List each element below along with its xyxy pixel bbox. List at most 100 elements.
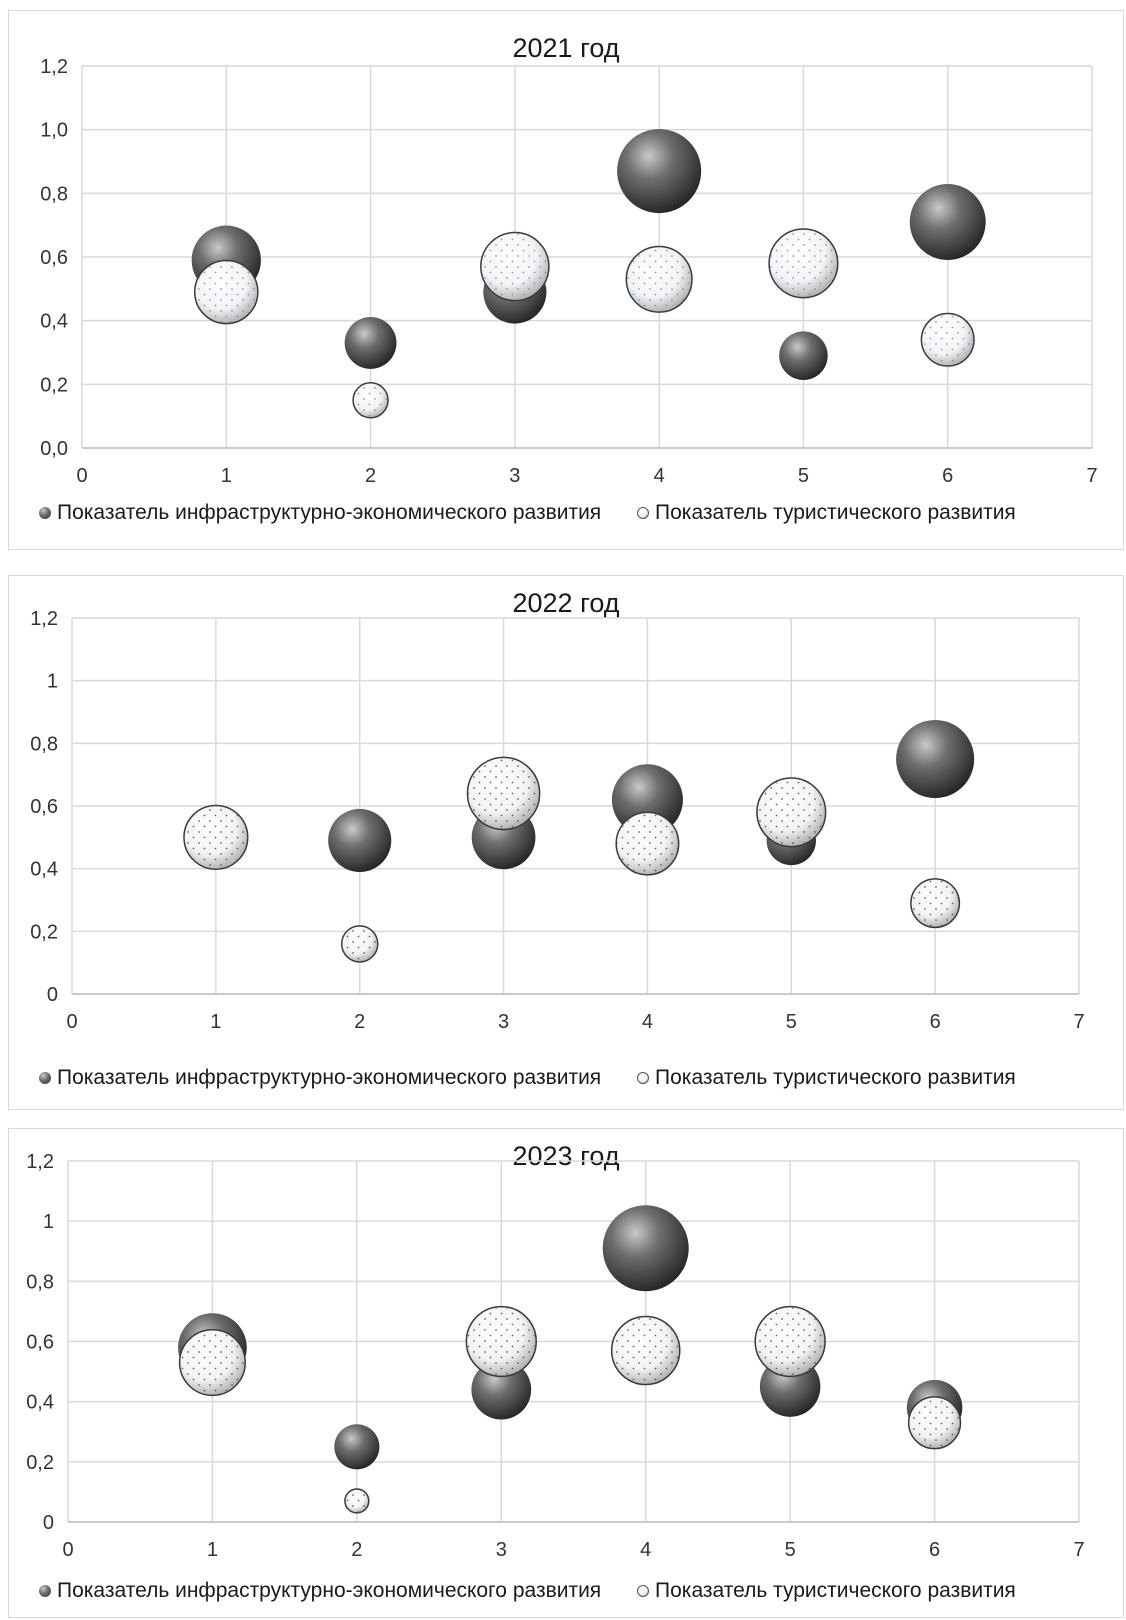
bubble-tourism-texture	[909, 1397, 960, 1448]
x-tick-label: 1	[210, 1011, 221, 1033]
bubble-infrastructure	[779, 331, 828, 380]
x-tick-label: 2	[351, 1539, 362, 1561]
y-tick-label: 0,6	[26, 1332, 54, 1354]
chart-panel-2022: 2022 год 0 0,2 0,4 0,6 0,8 1 1,2 0 1 2 3 4 5 6 7 Показ…	[8, 575, 1124, 1110]
legend-item-infra: Показатель инфраструктурно-экономическог…	[39, 1579, 601, 1603]
legend-item-tourism: Показатель туристического развития	[637, 501, 1016, 525]
legend-label: Показатель инфраструктурно-экономическог…	[57, 1579, 602, 1602]
y-tick-label: 0,4	[26, 1392, 54, 1414]
bubble-chart-2022: 0 0,2 0,4 0,6 0,8 1 1,2 0 1 2 3 4 5 6 7	[30, 608, 1084, 1033]
y-tick-label: 0,8	[26, 1271, 54, 1293]
legend-label: Показатель туристического развития	[655, 501, 1016, 524]
y-tick-label: 1,2	[30, 608, 58, 630]
legend-item-tourism: Показатель туристического развития	[637, 1579, 1016, 1603]
bubble-infrastructure	[334, 1424, 380, 1470]
chart-panel-2021: 2021 год 0,0 0,2 0,4 0,6 0,8 1,0 1,2 0 1 2 3 4 5 6 7 П…	[8, 10, 1124, 550]
y-tick-label: 0,4	[40, 311, 68, 333]
y-tick-label: 1,2	[26, 1151, 54, 1173]
x-tick-label: 2	[365, 465, 376, 487]
y-tick-label: 0,6	[40, 247, 68, 269]
x-tick-label: 5	[786, 1011, 797, 1033]
y-tick-label: 0	[47, 984, 58, 1006]
bubble-tourism-texture	[770, 230, 837, 297]
legend-marker-dark	[39, 1072, 51, 1084]
bubble-tourism-texture	[612, 1317, 679, 1384]
x-tick-label: 0	[76, 465, 87, 487]
x-tick-label: 6	[930, 1011, 941, 1033]
legend-label: Показатель туристического развития	[655, 1579, 1016, 1602]
chart-title: 2021 год	[512, 33, 620, 63]
chart-title: 2023 год	[512, 1141, 620, 1171]
x-tick-label: 7	[1086, 465, 1097, 487]
bubble-tourism-texture	[757, 778, 825, 846]
bubble-tourism-texture	[627, 247, 691, 312]
x-tick-label: 2	[354, 1011, 365, 1033]
bubble-tourism-texture	[354, 383, 388, 417]
bubble-tourism-texture	[756, 1307, 825, 1376]
x-tick-label: 6	[942, 465, 953, 487]
x-tick-label: 7	[1073, 1539, 1084, 1561]
y-tick-label: 0,8	[40, 183, 68, 205]
legend-marker-light	[637, 507, 650, 519]
y-tick-label: 0	[43, 1512, 54, 1534]
legend-marker-light	[637, 1072, 650, 1084]
chart-legend: Показатель инфраструктурно-экономическог…	[39, 501, 1046, 525]
legend-item-infra: Показатель инфраструктурно-экономическог…	[39, 1066, 601, 1090]
y-tick-label: 0,6	[30, 796, 58, 818]
x-tick-label: 3	[498, 1011, 509, 1033]
y-tick-label: 1	[43, 1211, 54, 1233]
chart-legend: Показатель инфраструктурно-экономическог…	[39, 1066, 1046, 1090]
x-tick-label: 4	[640, 1539, 651, 1561]
bubble-infrastructure	[909, 184, 986, 260]
bubble-tourism-texture	[345, 1490, 368, 1512]
legend-item-infra: Показатель инфраструктурно-экономическог…	[39, 501, 601, 525]
x-tick-label: 5	[798, 465, 809, 487]
bubble-chart-2023: 0 0,2 0,4 0,6 0,8 1 1,2 0 1 2 3 4 5 6 7	[26, 1151, 1084, 1561]
y-tick-label: 0,2	[40, 374, 68, 396]
y-tick-label: 0,8	[30, 733, 58, 755]
y-tick-label: 0,0	[40, 438, 68, 460]
bubble-infrastructure	[471, 1359, 532, 1420]
bubble-infrastructure	[344, 317, 397, 369]
legend-marker-light	[637, 1585, 650, 1597]
bubble-tourism-texture	[481, 233, 548, 300]
x-tick-label: 3	[509, 465, 520, 487]
chart-legend: Показатель инфраструктурно-экономическог…	[39, 1579, 1046, 1603]
x-tick-label: 3	[496, 1539, 507, 1561]
legend-label: Показатель инфраструктурно-экономическог…	[57, 501, 602, 524]
y-tick-label: 1,2	[40, 56, 68, 78]
chart-title: 2022 год	[512, 588, 620, 618]
legend-label: Показатель инфраструктурно-экономическог…	[57, 1066, 602, 1089]
bubble-tourism-texture	[195, 261, 257, 323]
legend-item-tourism: Показатель туристического развития	[637, 1066, 1016, 1090]
x-tick-label: 7	[1073, 1011, 1084, 1033]
x-tick-label: 1	[207, 1539, 218, 1561]
x-tick-label: 6	[929, 1539, 940, 1561]
y-tick-label: 0,2	[30, 921, 58, 943]
bubble-tourism-texture	[468, 758, 539, 829]
y-tick-label: 0,2	[26, 1452, 54, 1474]
y-tick-label: 1,0	[40, 120, 68, 142]
legend-marker-dark	[39, 1585, 51, 1597]
x-tick-label: 0	[62, 1539, 73, 1561]
bubble-infrastructure	[617, 129, 702, 214]
bubble-tourism-texture	[342, 926, 377, 961]
y-tick-label: 1	[47, 671, 58, 693]
bubble-infrastructure	[328, 808, 392, 873]
x-tick-label: 4	[654, 465, 665, 487]
x-tick-label: 1	[221, 465, 232, 487]
bubble-tourism-texture	[180, 1330, 245, 1395]
bubble-tourism-texture	[467, 1307, 536, 1376]
legend-label: Показатель туристического развития	[655, 1066, 1016, 1089]
bubble-tourism-texture	[922, 314, 973, 366]
bubble-tourism-texture	[184, 806, 247, 869]
legend-marker-dark	[39, 507, 51, 519]
x-tick-label: 0	[66, 1011, 77, 1033]
bubble-chart-2021: 0,0 0,2 0,4 0,6 0,8 1,0 1,2 0 1 2 3 4 5 6 7	[40, 56, 1097, 487]
x-tick-label: 5	[785, 1539, 796, 1561]
bubble-infrastructure	[602, 1205, 689, 1292]
chart-panel-2023: 2023 год 0 0,2 0,4 0,6 0,8 1 1,2 0 1 2 3 4 5 6 7 Показ…	[8, 1128, 1124, 1618]
bubble-tourism-texture	[617, 813, 678, 874]
x-tick-label: 4	[642, 1011, 653, 1033]
bubble-tourism-texture	[911, 879, 959, 927]
